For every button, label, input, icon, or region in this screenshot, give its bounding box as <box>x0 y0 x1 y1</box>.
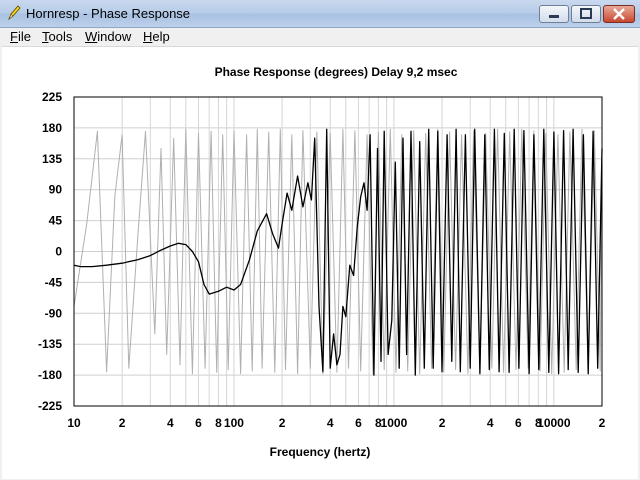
minimize-button[interactable] <box>539 5 569 23</box>
x-tick-label: 2 <box>439 416 446 430</box>
y-tick-label: 225 <box>42 90 62 104</box>
x-tick-label: 100 <box>224 416 244 430</box>
y-tick-label: 90 <box>49 183 63 197</box>
title-bar[interactable]: Hornresp - Phase Response <box>0 0 640 28</box>
x-tick-label: 2 <box>599 416 606 430</box>
chart-area: Phase Response (degrees) Delay 9,2 msec 2… <box>2 46 638 479</box>
y-tick-label: -225 <box>38 399 62 413</box>
x-tick-label: 1000 <box>381 416 408 430</box>
x-tick-label: 4 <box>327 416 334 430</box>
x-axis-label: Frequency (hertz) <box>270 445 371 459</box>
menu-tools[interactable]: Tools <box>42 29 73 44</box>
plot-frame <box>73 96 603 407</box>
y-tick-label: -180 <box>38 368 62 382</box>
series-line-main <box>73 128 603 376</box>
x-tick-label: 2 <box>119 416 126 430</box>
pencil-icon <box>8 5 21 21</box>
y-tick-label: 135 <box>42 152 62 166</box>
y-tick-label: 180 <box>42 121 62 135</box>
phase-response-chart: Phase Response (degrees) Delay 9,2 msec 2… <box>38 65 606 459</box>
x-tick-label: 8 <box>375 416 382 430</box>
menu-file[interactable]: File <box>10 29 31 44</box>
y-tick-label: -90 <box>45 306 63 320</box>
close-icon <box>613 8 625 20</box>
maximize-button[interactable] <box>571 5 601 23</box>
series-line-secondary <box>73 128 603 375</box>
window-title: Hornresp - Phase Response <box>26 6 191 21</box>
x-tick-label: 10 <box>67 416 81 430</box>
y-tick-label: -135 <box>38 337 62 351</box>
y-tick-label: -45 <box>45 275 63 289</box>
x-tick-label: 8 <box>535 416 542 430</box>
y-tick-label: 45 <box>49 214 63 228</box>
minimize-icon <box>549 15 559 18</box>
menu-window[interactable]: Window <box>85 29 132 44</box>
x-tick-label: 8 <box>215 416 222 430</box>
maximize-icon <box>580 8 592 19</box>
close-button[interactable] <box>603 5 635 23</box>
chart-title: Phase Response (degrees) Delay 9,2 msec <box>215 65 458 79</box>
x-tick-label: 4 <box>487 416 494 430</box>
y-tick-label: 0 <box>55 245 62 259</box>
x-tick-label: 4 <box>167 416 174 430</box>
x-tick-label: 6 <box>195 416 202 430</box>
x-tick-label: 10000 <box>537 416 571 430</box>
menu-help[interactable]: Help <box>143 29 170 44</box>
x-tick-label: 2 <box>279 416 286 430</box>
menu-bar: File Tools Window Help <box>0 28 640 46</box>
x-tick-label: 6 <box>355 416 362 430</box>
x-tick-label: 6 <box>515 416 522 430</box>
